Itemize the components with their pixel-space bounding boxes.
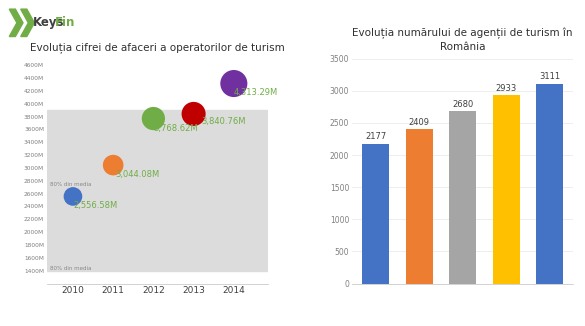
Bar [47, 181, 268, 271]
Bar [536, 84, 563, 284]
Bar [449, 111, 476, 284]
Point [108, 162, 118, 168]
Polygon shape [9, 9, 23, 37]
Point [229, 81, 239, 86]
Text: 80% din media: 80% din media [50, 266, 91, 271]
Point [68, 194, 78, 199]
Text: Keys: Keys [33, 16, 64, 29]
Text: 3111: 3111 [539, 72, 560, 82]
Title: Evoluția cifrei de afaceri a operatorilor de turism: Evoluția cifrei de afaceri a operatorilo… [30, 42, 285, 53]
Text: 2409: 2409 [409, 118, 429, 126]
Text: 80% din media: 80% din media [50, 182, 91, 187]
Text: Fin: Fin [56, 16, 75, 29]
Point [189, 111, 198, 116]
Bar [47, 110, 268, 181]
Text: 4,313.29M: 4,313.29M [234, 88, 278, 97]
Text: 2933: 2933 [495, 84, 517, 93]
Text: 3,768.62M: 3,768.62M [153, 124, 198, 133]
Text: 3,044.08M: 3,044.08M [115, 170, 160, 179]
Bar [362, 144, 389, 284]
Text: 3,840.76M: 3,840.76M [201, 117, 245, 126]
Polygon shape [20, 9, 35, 37]
Text: 2,556.58M: 2,556.58M [73, 201, 117, 210]
Text: 2177: 2177 [365, 132, 386, 141]
Bar [493, 95, 519, 284]
Title: Evoluția numărului de agenții de turism în
România: Evoluția numărului de agenții de turism … [352, 28, 573, 52]
Text: 2680: 2680 [452, 100, 473, 109]
Bar [405, 129, 433, 284]
Point [149, 116, 158, 121]
